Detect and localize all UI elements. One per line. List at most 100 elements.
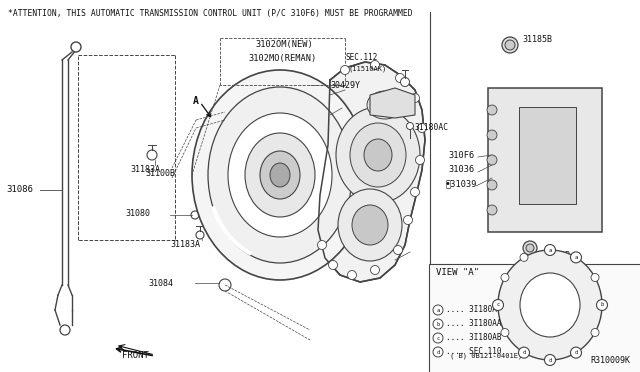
Circle shape xyxy=(371,61,380,70)
Circle shape xyxy=(433,305,443,315)
Circle shape xyxy=(191,211,199,219)
Circle shape xyxy=(546,356,554,364)
Text: .... 3I180A: .... 3I180A xyxy=(446,305,497,314)
Circle shape xyxy=(598,301,606,309)
Circle shape xyxy=(526,244,534,252)
Circle shape xyxy=(570,347,582,358)
Circle shape xyxy=(340,65,349,74)
Circle shape xyxy=(572,253,580,262)
Circle shape xyxy=(60,325,70,335)
Circle shape xyxy=(501,328,509,337)
Circle shape xyxy=(570,252,582,263)
Circle shape xyxy=(401,77,410,87)
Circle shape xyxy=(433,333,443,343)
Circle shape xyxy=(487,180,497,190)
Text: 30429Y: 30429Y xyxy=(330,80,360,90)
Text: .... SEC.110: .... SEC.110 xyxy=(446,347,502,356)
Circle shape xyxy=(196,231,204,239)
Ellipse shape xyxy=(208,87,352,263)
Text: a: a xyxy=(436,308,440,312)
Text: d: d xyxy=(436,350,440,355)
Polygon shape xyxy=(370,88,415,118)
Ellipse shape xyxy=(338,189,402,261)
Circle shape xyxy=(410,187,419,196)
Text: FRONT: FRONT xyxy=(122,350,149,359)
Circle shape xyxy=(396,74,404,83)
Circle shape xyxy=(410,93,419,103)
Ellipse shape xyxy=(367,91,403,119)
Text: 31084: 31084 xyxy=(148,279,173,288)
Circle shape xyxy=(591,328,599,337)
Circle shape xyxy=(348,270,356,279)
Text: 31100B: 31100B xyxy=(145,169,175,177)
Text: 31036: 31036 xyxy=(448,166,474,174)
Text: 31086: 31086 xyxy=(6,186,33,195)
Text: A: A xyxy=(193,96,199,106)
Ellipse shape xyxy=(245,133,315,217)
Circle shape xyxy=(328,260,337,269)
Text: d: d xyxy=(574,350,578,355)
Circle shape xyxy=(493,299,504,311)
Ellipse shape xyxy=(498,250,602,360)
Circle shape xyxy=(487,130,497,140)
Circle shape xyxy=(487,205,497,215)
Circle shape xyxy=(71,42,81,52)
FancyBboxPatch shape xyxy=(488,88,602,232)
Text: 31180AC: 31180AC xyxy=(415,124,449,132)
Circle shape xyxy=(487,105,497,115)
Circle shape xyxy=(433,347,443,357)
FancyBboxPatch shape xyxy=(519,107,576,204)
Text: c: c xyxy=(436,336,440,340)
Circle shape xyxy=(572,349,580,357)
Text: b: b xyxy=(436,321,440,327)
Text: 31183A: 31183A xyxy=(170,240,200,249)
Text: a: a xyxy=(574,255,578,260)
Circle shape xyxy=(545,355,556,366)
Circle shape xyxy=(546,246,554,254)
Text: d: d xyxy=(522,350,525,355)
Text: b: b xyxy=(600,302,604,308)
Text: SEC.112: SEC.112 xyxy=(345,53,378,62)
Ellipse shape xyxy=(260,151,300,199)
Text: VIEW "A": VIEW "A" xyxy=(436,268,479,277)
Circle shape xyxy=(487,155,497,165)
Text: 310F6: 310F6 xyxy=(448,151,474,160)
Text: ( B) 0B121-0401E): ( B) 0B121-0401E) xyxy=(450,353,522,359)
Ellipse shape xyxy=(192,70,368,280)
Circle shape xyxy=(545,244,556,256)
Circle shape xyxy=(520,253,528,262)
Text: d: d xyxy=(548,357,552,362)
Text: 31185B: 31185B xyxy=(522,35,552,45)
Circle shape xyxy=(520,349,528,357)
Ellipse shape xyxy=(228,113,332,237)
Circle shape xyxy=(219,279,231,291)
Text: .... 3I180AB: .... 3I180AB xyxy=(446,334,502,343)
Text: •: • xyxy=(444,179,450,189)
Text: 31080: 31080 xyxy=(125,208,150,218)
FancyBboxPatch shape xyxy=(429,264,640,372)
Ellipse shape xyxy=(350,123,406,187)
Circle shape xyxy=(394,246,403,254)
Text: R310009K: R310009K xyxy=(590,356,630,365)
Ellipse shape xyxy=(352,205,388,245)
Circle shape xyxy=(591,273,599,282)
Text: (11510AK): (11510AK) xyxy=(348,65,387,72)
Ellipse shape xyxy=(270,163,290,187)
Text: 31185B: 31185B xyxy=(540,250,570,260)
Ellipse shape xyxy=(520,273,580,337)
Circle shape xyxy=(147,150,157,160)
Circle shape xyxy=(596,299,607,311)
Circle shape xyxy=(505,40,515,50)
Ellipse shape xyxy=(364,139,392,171)
Text: 31183A: 31183A xyxy=(130,165,160,174)
Circle shape xyxy=(317,241,326,250)
Text: c: c xyxy=(497,302,500,308)
Circle shape xyxy=(494,301,502,309)
Circle shape xyxy=(501,273,509,282)
Circle shape xyxy=(518,347,529,358)
Circle shape xyxy=(523,241,537,255)
Circle shape xyxy=(403,215,413,224)
Circle shape xyxy=(433,319,443,329)
Circle shape xyxy=(502,37,518,53)
Text: 3102MO(REMAN): 3102MO(REMAN) xyxy=(248,54,316,63)
